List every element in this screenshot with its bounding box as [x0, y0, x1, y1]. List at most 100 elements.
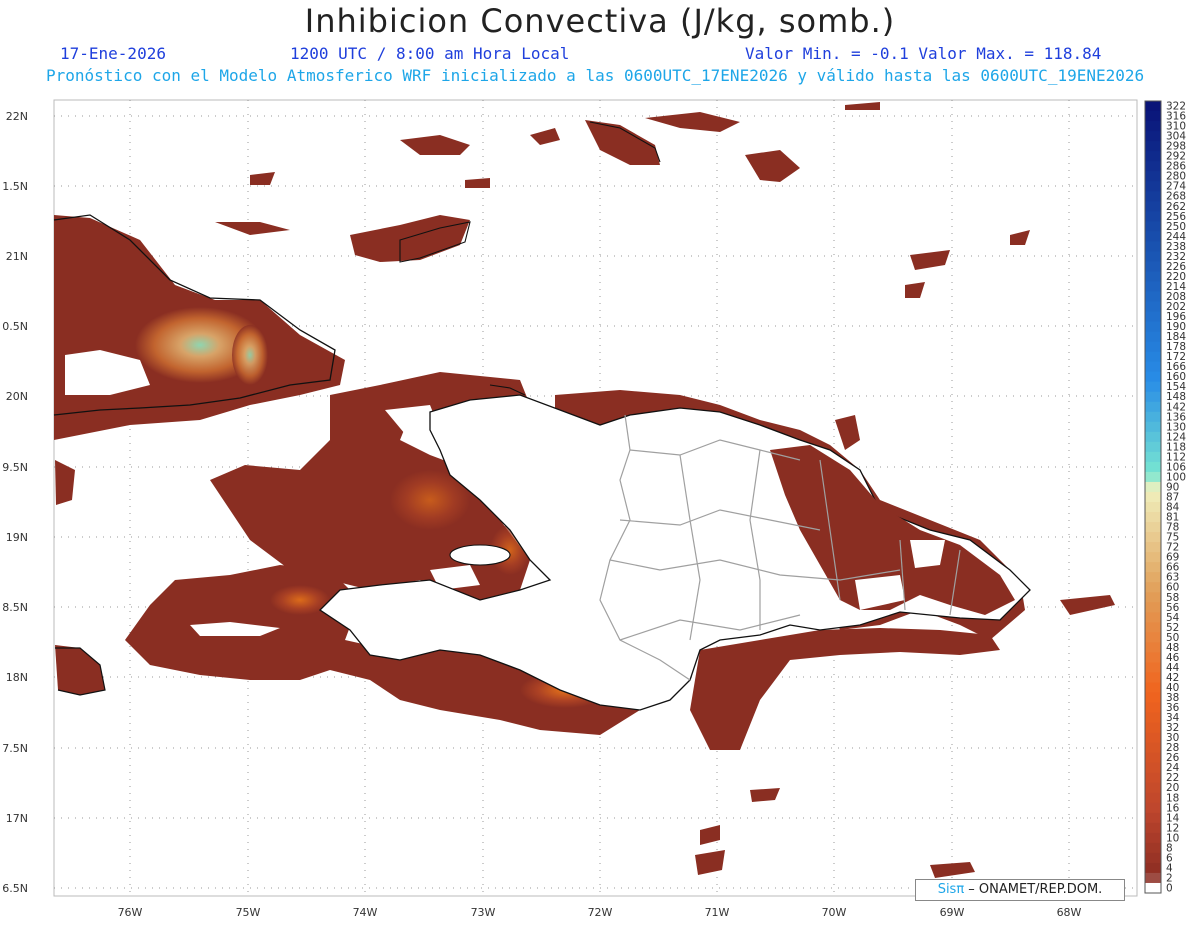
colorbar-label: 112 — [1166, 451, 1186, 463]
chart-title: Inhibicion Convectiva (J/kg, somb.) — [304, 2, 896, 40]
colorbar-label: 214 — [1166, 281, 1186, 293]
colorbar-swatch — [1145, 572, 1161, 583]
colorbar-label: 69 — [1166, 552, 1179, 564]
colorbar-swatch — [1145, 512, 1161, 523]
colorbar-label: 90 — [1166, 481, 1179, 493]
colorbar-swatch — [1145, 652, 1161, 663]
colorbar-swatch — [1145, 281, 1161, 292]
cuba-coast — [53, 214, 336, 416]
colorbar-label: 44 — [1166, 662, 1180, 674]
colorbar-swatch — [1145, 261, 1161, 272]
colorbar-label: 40 — [1166, 682, 1179, 694]
colorbar-label: 20 — [1166, 782, 1179, 794]
colorbar-swatch — [1145, 822, 1161, 834]
colorbar-label: 50 — [1166, 632, 1179, 644]
colorbar-swatch — [1145, 802, 1161, 814]
colorbar-label: 208 — [1166, 291, 1186, 303]
colorbar-label: 190 — [1166, 321, 1186, 333]
colorbar-swatch — [1145, 321, 1161, 333]
lat-label: 9.5N — [2, 461, 28, 474]
caicos-coast — [589, 121, 661, 163]
colorbar-label: 72 — [1166, 542, 1179, 554]
lon-label: 73W — [471, 906, 496, 919]
colorbar-swatch — [1145, 381, 1161, 393]
colorbar-label: 42 — [1166, 672, 1179, 684]
lat-label: 7.5N — [2, 742, 28, 755]
colorbar-swatch — [1145, 191, 1161, 202]
colorbar-label: 63 — [1166, 572, 1179, 584]
colorbar-swatch — [1145, 351, 1161, 363]
colorbar-label: 38 — [1166, 692, 1179, 704]
colorbar-label: 148 — [1166, 391, 1186, 403]
colorbar-label: 178 — [1166, 341, 1186, 353]
colorbar-swatch — [1145, 542, 1161, 553]
colorbar-label: 48 — [1166, 642, 1179, 654]
colorbar-swatch — [1145, 862, 1161, 874]
colorbar-label: 262 — [1166, 201, 1186, 213]
colorbar-swatch — [1145, 301, 1161, 313]
colorbar-swatch — [1145, 471, 1161, 483]
colorbar-swatch — [1145, 211, 1161, 222]
colorbar-swatch — [1145, 251, 1161, 262]
colorbar-swatch — [1145, 612, 1161, 623]
colorbar-label: 10 — [1166, 832, 1179, 844]
colorbar-swatch — [1145, 331, 1161, 343]
lon-label: 72W — [588, 906, 613, 919]
colorbar-swatch — [1145, 842, 1161, 854]
colorbar-swatch — [1145, 361, 1161, 373]
lon-labels: 76W 75W 74W 73W 72W 71W 70W 69W 68W — [118, 906, 1082, 919]
colorbar-swatch — [1145, 882, 1161, 894]
colorbar-label: 4 — [1166, 862, 1173, 874]
credit-org: – ONAMET/REP.DOM. — [964, 882, 1103, 897]
lon-label: 70W — [822, 906, 847, 919]
inagua-coast — [399, 221, 471, 263]
colorbar-swatch — [1145, 221, 1161, 232]
credit-box: Sisπ – ONAMET/REP.DOM. — [915, 879, 1125, 901]
colorbar-swatch — [1145, 752, 1161, 764]
colorbar-swatch — [1145, 341, 1161, 353]
lat-label: 18N — [6, 671, 28, 684]
colorbar-label: 84 — [1166, 502, 1180, 514]
colorbar-swatch — [1145, 461, 1161, 473]
colorbar-swatch — [1145, 852, 1161, 864]
colorbar-label: 304 — [1166, 131, 1186, 143]
lon-label: 69W — [940, 906, 965, 919]
colorbar-swatch — [1145, 441, 1161, 453]
colorbar-label: 142 — [1166, 401, 1186, 413]
colorbar-swatch — [1145, 662, 1161, 673]
colorbar-label: 280 — [1166, 171, 1186, 183]
colorbar-swatch — [1145, 101, 1161, 112]
colorbar-label: 60 — [1166, 582, 1179, 594]
lat-label: 22N — [6, 110, 28, 123]
colorbar-swatch — [1145, 502, 1161, 513]
colorbar-label: 316 — [1166, 111, 1186, 123]
colorbar-swatch — [1145, 271, 1161, 282]
colorbar-swatch — [1145, 131, 1161, 142]
colorbar-swatch — [1145, 692, 1161, 704]
colorbar-label: 8 — [1166, 842, 1173, 854]
colorbar-swatch — [1145, 421, 1161, 433]
colorbar-label: 196 — [1166, 311, 1186, 323]
colorbar-swatch — [1145, 181, 1161, 192]
colorbar-label: 274 — [1166, 181, 1186, 193]
minmax-label: Valor Min. = -0.1 Valor Max. = 118.84 — [745, 44, 1102, 63]
colorbar-label: 244 — [1166, 231, 1186, 243]
colorbar-label: 286 — [1166, 161, 1186, 173]
colorbar-swatch — [1145, 481, 1161, 493]
colorbar-swatch — [1145, 762, 1161, 774]
colorbar-swatch — [1145, 532, 1161, 543]
colorbar-label: 24 — [1166, 762, 1180, 774]
colorbar-label: 322 — [1166, 101, 1186, 113]
lat-label: 8.5N — [2, 601, 28, 614]
jamaica-coast — [55, 647, 106, 696]
colorbar-label: 16 — [1166, 802, 1180, 814]
colorbar-label: 12 — [1166, 822, 1179, 834]
time-label: 1200 UTC / 8:00 am Hora Local — [290, 44, 570, 63]
cin-field-overland — [770, 445, 1015, 615]
colorbar-swatch — [1145, 171, 1161, 182]
province-borders — [599, 414, 961, 681]
colorbar-swatch — [1145, 602, 1161, 613]
colorbar-swatch — [1145, 702, 1161, 714]
colorbar-label: 172 — [1166, 351, 1186, 363]
